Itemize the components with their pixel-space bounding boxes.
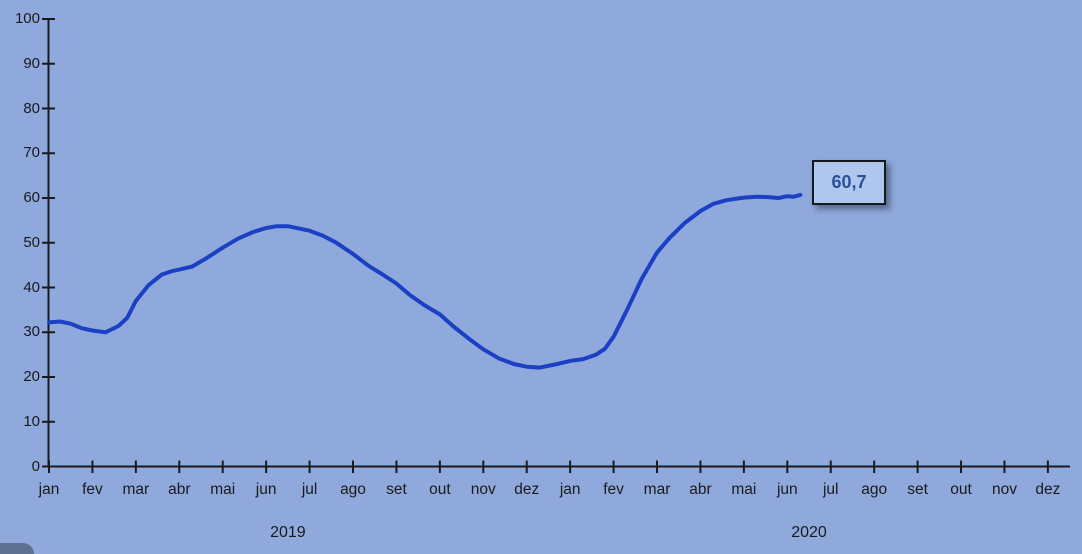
y-axis-tick-label: 100: [14, 10, 40, 27]
y-axis-tick-label: 20: [23, 368, 40, 385]
x-axis-month-label: mai: [210, 481, 236, 498]
y-axis-tick-label: 80: [23, 99, 40, 117]
corner-decoration: [0, 543, 34, 554]
y-axis-tick-label: 50: [23, 233, 40, 251]
x-axis-year-label: 2019: [270, 524, 306, 541]
x-axis-month-label: fev: [603, 481, 624, 498]
x-axis-month-label: nov: [470, 481, 496, 498]
x-axis-month-label: mar: [122, 481, 150, 498]
x-axis-month-label: jun: [776, 481, 798, 498]
x-axis-month-label: ago: [340, 481, 366, 498]
y-axis-tick-label: 30: [23, 323, 40, 341]
x-axis-year-label: 2020: [791, 524, 827, 541]
x-axis-month-label: jul: [301, 481, 318, 498]
y-axis-tick-label: 40: [23, 278, 40, 296]
x-axis-month-label: set: [386, 481, 407, 498]
x-axis-month-label: dez: [1035, 481, 1061, 498]
x-axis-month-label: set: [907, 481, 928, 498]
y-axis-tick-label: 90: [23, 54, 40, 72]
x-axis-month-label: jan: [559, 481, 581, 498]
x-axis-month-label: ago: [861, 481, 888, 498]
x-axis-month-label: out: [429, 481, 451, 498]
x-axis-month-label: nov: [991, 481, 1017, 498]
x-axis-month-label: jun: [255, 481, 277, 498]
y-axis-tick-label: 10: [23, 412, 40, 430]
x-axis-month-label: mar: [643, 481, 671, 498]
series-line: [47, 192, 803, 370]
data-label-text: 60,7: [831, 172, 867, 192]
x-axis-month-label: fev: [82, 481, 103, 498]
x-axis-month-label: dez: [514, 481, 540, 498]
y-axis-tick-label: 70: [23, 144, 40, 162]
y-axis-tick-label: 0: [31, 457, 40, 475]
x-axis-month-label: abr: [689, 481, 712, 498]
x-axis-month-label: out: [950, 481, 972, 498]
data-label-box: 60,7: [812, 160, 886, 205]
x-axis-month-label: abr: [168, 481, 191, 498]
x-axis-month-label: mai: [731, 481, 757, 498]
y-axis-tick-label: 60: [23, 189, 40, 206]
x-axis-month-label: jul: [822, 481, 839, 498]
x-axis-month-label: jan: [38, 481, 60, 498]
